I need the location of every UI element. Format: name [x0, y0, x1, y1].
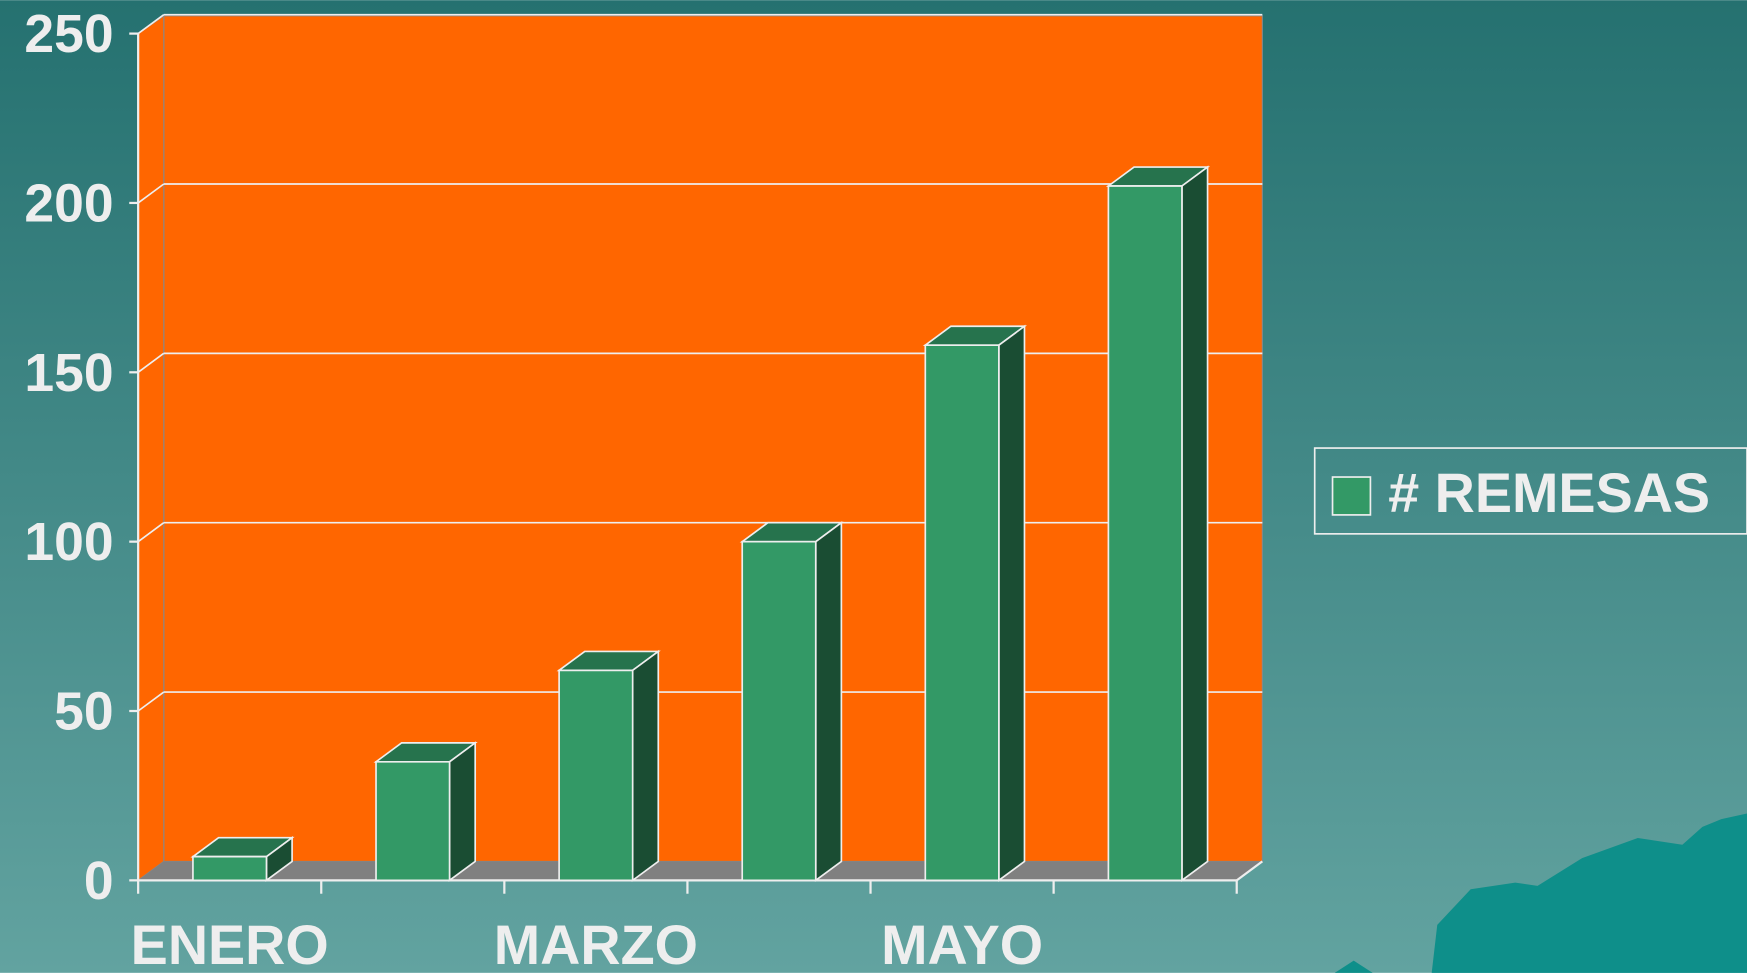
bar-front [925, 345, 999, 880]
bar [742, 523, 841, 881]
bar-side [816, 523, 842, 881]
bar-side [1182, 167, 1208, 880]
back-wall [164, 16, 1263, 862]
bar-side [999, 326, 1025, 880]
y-tick-label: 250 [24, 5, 113, 64]
page: 050100150200250ENEROMARZOMAYO # REMESAS … [0, 0, 1747, 973]
y-tick-label: 100 [24, 513, 113, 572]
bar-front [559, 670, 633, 880]
bar-front [1108, 186, 1182, 880]
side-wall [138, 16, 164, 881]
legend-label: # REMESAS [1388, 462, 1710, 524]
y-tick-label: 150 [24, 344, 113, 403]
legend-swatch [1333, 477, 1371, 515]
y-tick-label: 50 [54, 683, 113, 742]
bar [1108, 167, 1207, 880]
y-tick-label: 200 [24, 175, 113, 234]
bar [925, 326, 1024, 880]
bar-front [742, 542, 816, 881]
y-tick-label: 0 [84, 852, 114, 911]
chart: 0 50 100 150 200 250 ENERO MARZO MAYO # REMESAS [0, 0, 1747, 973]
x-tick-label: ENERO [131, 914, 329, 973]
floor [138, 861, 1262, 880]
bar-front [193, 857, 267, 881]
bar-side [450, 743, 476, 880]
x-tick-label: MAYO [881, 914, 1043, 973]
bar-front [376, 762, 450, 881]
x-tick-label: MARZO [494, 914, 698, 973]
bar [376, 743, 475, 880]
bar-side [633, 651, 659, 880]
bar [559, 651, 658, 880]
